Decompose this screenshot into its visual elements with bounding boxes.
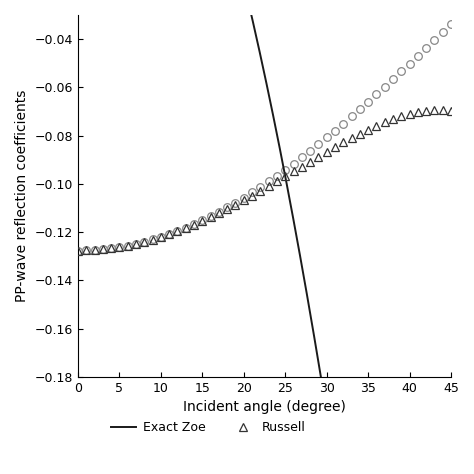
Legend: Exact Zoe, Russell: Exact Zoe, Russell — [107, 417, 310, 439]
X-axis label: Incident angle (degree): Incident angle (degree) — [183, 401, 346, 414]
Y-axis label: PP-wave reflection coefficients: PP-wave reflection coefficients — [15, 90, 29, 302]
